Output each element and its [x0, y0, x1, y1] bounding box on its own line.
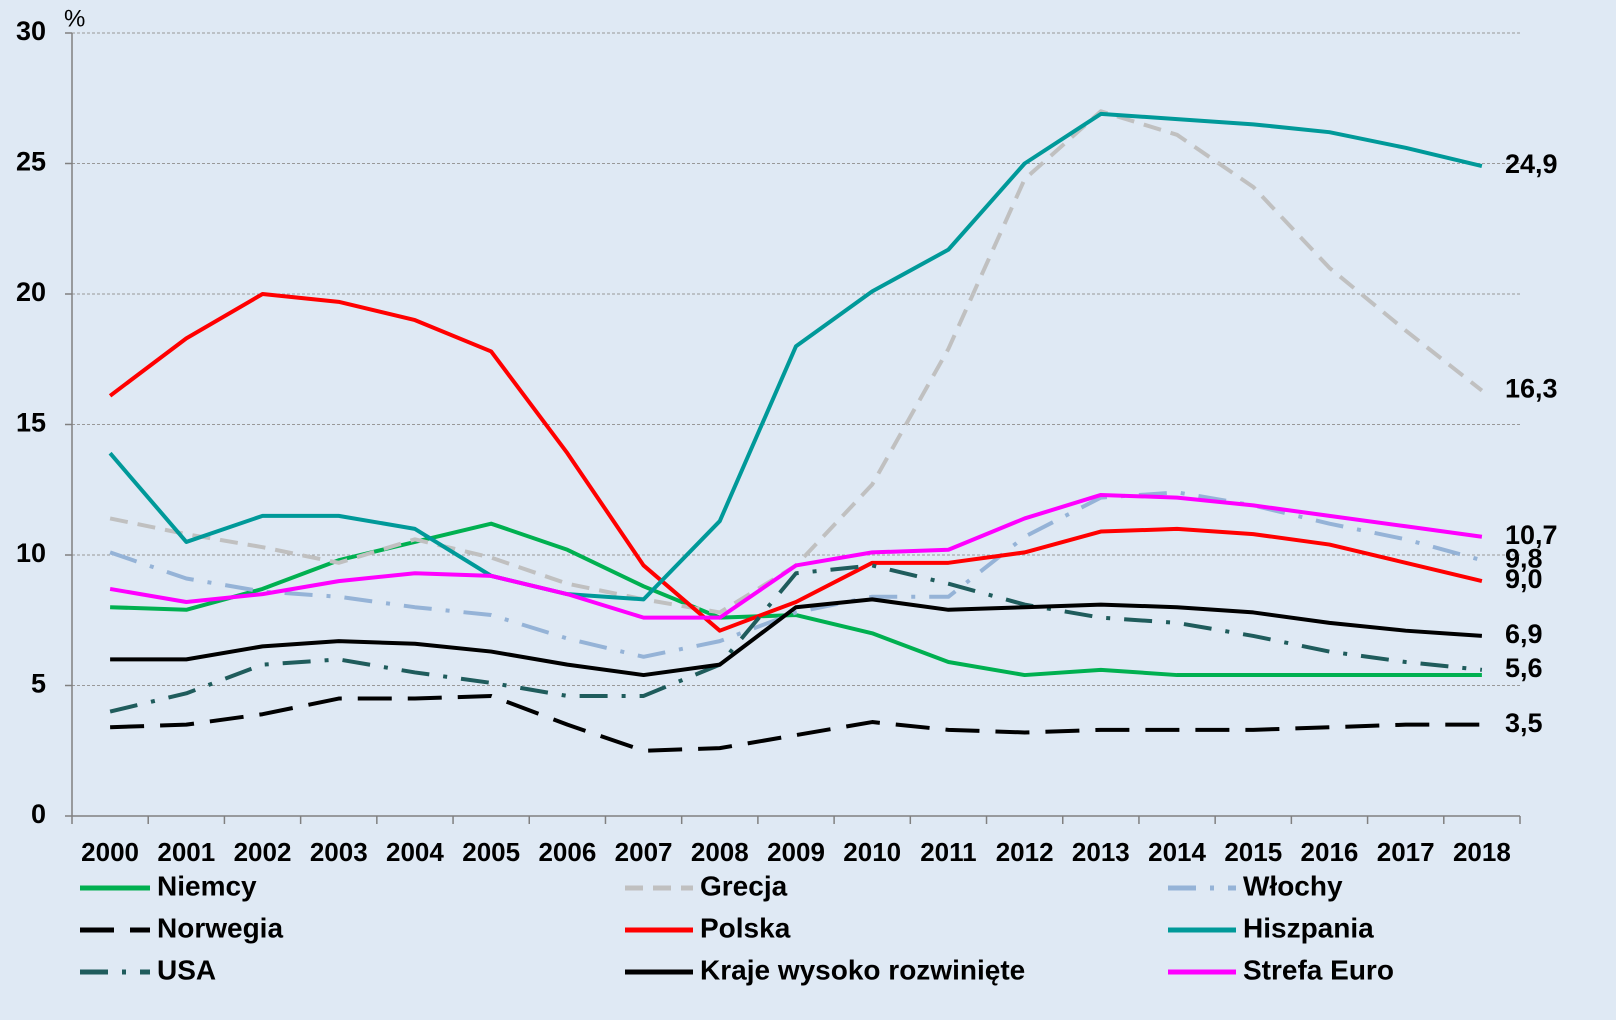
x-tick-label: 2017: [1377, 837, 1435, 867]
x-tick-label: 2007: [615, 837, 673, 867]
y-tick-label: 30: [16, 16, 46, 46]
x-tick-label: 2014: [1148, 837, 1206, 867]
x-tick-label: 2001: [157, 837, 215, 867]
y-tick-label: 5: [31, 669, 46, 699]
legend-label: Polska: [700, 912, 791, 943]
value-label: 10,7: [1505, 520, 1558, 550]
value-label: 9,0: [1505, 564, 1543, 594]
x-tick-label: 2018: [1453, 837, 1511, 867]
series-line: [109, 492, 1483, 620]
series-line: [110, 521, 1482, 678]
x-tick-label: 2016: [1301, 837, 1359, 867]
legend-label: Niemcy: [157, 870, 257, 901]
legend-label: Włochy: [1243, 870, 1343, 901]
y-tick-label: 20: [16, 277, 46, 307]
x-tick-label: 2004: [386, 837, 444, 867]
series-line: [109, 563, 1483, 714]
x-tick-label: 2009: [767, 837, 825, 867]
legend-label: Hiszpania: [1243, 912, 1374, 943]
legend-label: Strefa Euro: [1243, 954, 1394, 985]
x-tick-label: 2003: [310, 837, 368, 867]
y-tick-label: 25: [16, 147, 46, 177]
legend-label: Kraje wysoko rozwinięte: [700, 954, 1025, 985]
x-tick-label: 2000: [81, 837, 139, 867]
x-tick-label: 2013: [1072, 837, 1130, 867]
value-label: 9,8: [1505, 543, 1543, 573]
y-tick-label: 10: [16, 538, 46, 568]
legend-label: Norwegia: [157, 912, 283, 943]
series-line: [110, 597, 1483, 678]
x-tick-label: 2015: [1224, 837, 1282, 867]
value-label: 5,6: [1505, 653, 1543, 683]
value-label: 3,5: [1505, 708, 1543, 738]
x-tick-label: 2010: [843, 837, 901, 867]
y-unit: %: [64, 5, 85, 32]
legend-label: USA: [157, 954, 216, 985]
value-label: 16,3: [1505, 374, 1558, 404]
x-tick-label: 2005: [462, 837, 520, 867]
x-tick-label: 2008: [691, 837, 749, 867]
y-tick-label: 15: [16, 408, 46, 438]
x-tick-label: 2011: [920, 837, 976, 867]
legend-label: Grecja: [700, 870, 788, 901]
series-line: [108, 111, 1483, 602]
y-tick-label: 0: [31, 799, 46, 829]
series-line: [108, 292, 1483, 633]
series-line: [110, 693, 1482, 753]
x-tick-label: 2002: [234, 837, 292, 867]
value-label: 24,9: [1505, 149, 1558, 179]
series-line: [109, 490, 1483, 659]
value-label: 6,9: [1505, 619, 1543, 649]
x-tick-label: 2012: [996, 837, 1054, 867]
x-tick-label: 2006: [538, 837, 596, 867]
